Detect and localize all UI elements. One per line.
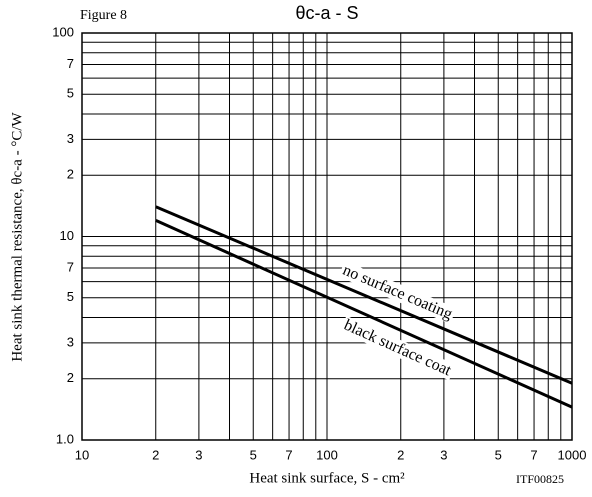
y-tick-label: 7 xyxy=(67,56,74,71)
annotation-bg xyxy=(339,315,457,381)
x-tick-label: 7 xyxy=(530,447,537,462)
y-tick-label: 10 xyxy=(60,228,74,243)
plot-frame xyxy=(81,32,573,441)
y-tick-label: 5 xyxy=(67,86,74,101)
series-line xyxy=(155,205,573,385)
x-tick-label: 1000 xyxy=(558,447,587,462)
x-tick-label: 2 xyxy=(152,447,159,462)
y-tick-label: 3 xyxy=(67,334,74,349)
y-tick-label: 2 xyxy=(67,370,74,385)
figure-label: Figure 8 xyxy=(80,8,127,23)
annotation-bg xyxy=(338,260,457,324)
x-tick-label: 3 xyxy=(195,447,202,462)
x-tick-label: 2 xyxy=(397,447,404,462)
chart-title: θc-a - S xyxy=(295,3,358,23)
x-tick-label: 5 xyxy=(250,447,257,462)
y-tick-label: 5 xyxy=(67,289,74,304)
x-tick-label: 5 xyxy=(495,447,502,462)
series-line xyxy=(155,219,573,409)
x-tick-label: 100 xyxy=(316,447,338,462)
y-tick-label: 100 xyxy=(52,24,74,39)
x-tick-label: 3 xyxy=(440,447,447,462)
x-axis-label: Heat sink surface, S - cm² xyxy=(249,470,405,486)
figure-code: ITF00825 xyxy=(516,472,564,486)
y-tick-label: 7 xyxy=(67,259,74,274)
x-tick-label: 10 xyxy=(75,447,89,462)
y-axis-label: Heat sink thermal resistance, θc-a - °C/… xyxy=(9,111,25,361)
y-tick-label: 2 xyxy=(67,167,74,182)
x-tick-label: 7 xyxy=(285,447,292,462)
y-tick-label: 3 xyxy=(67,131,74,146)
y-tick-label: 1.0 xyxy=(56,431,74,446)
